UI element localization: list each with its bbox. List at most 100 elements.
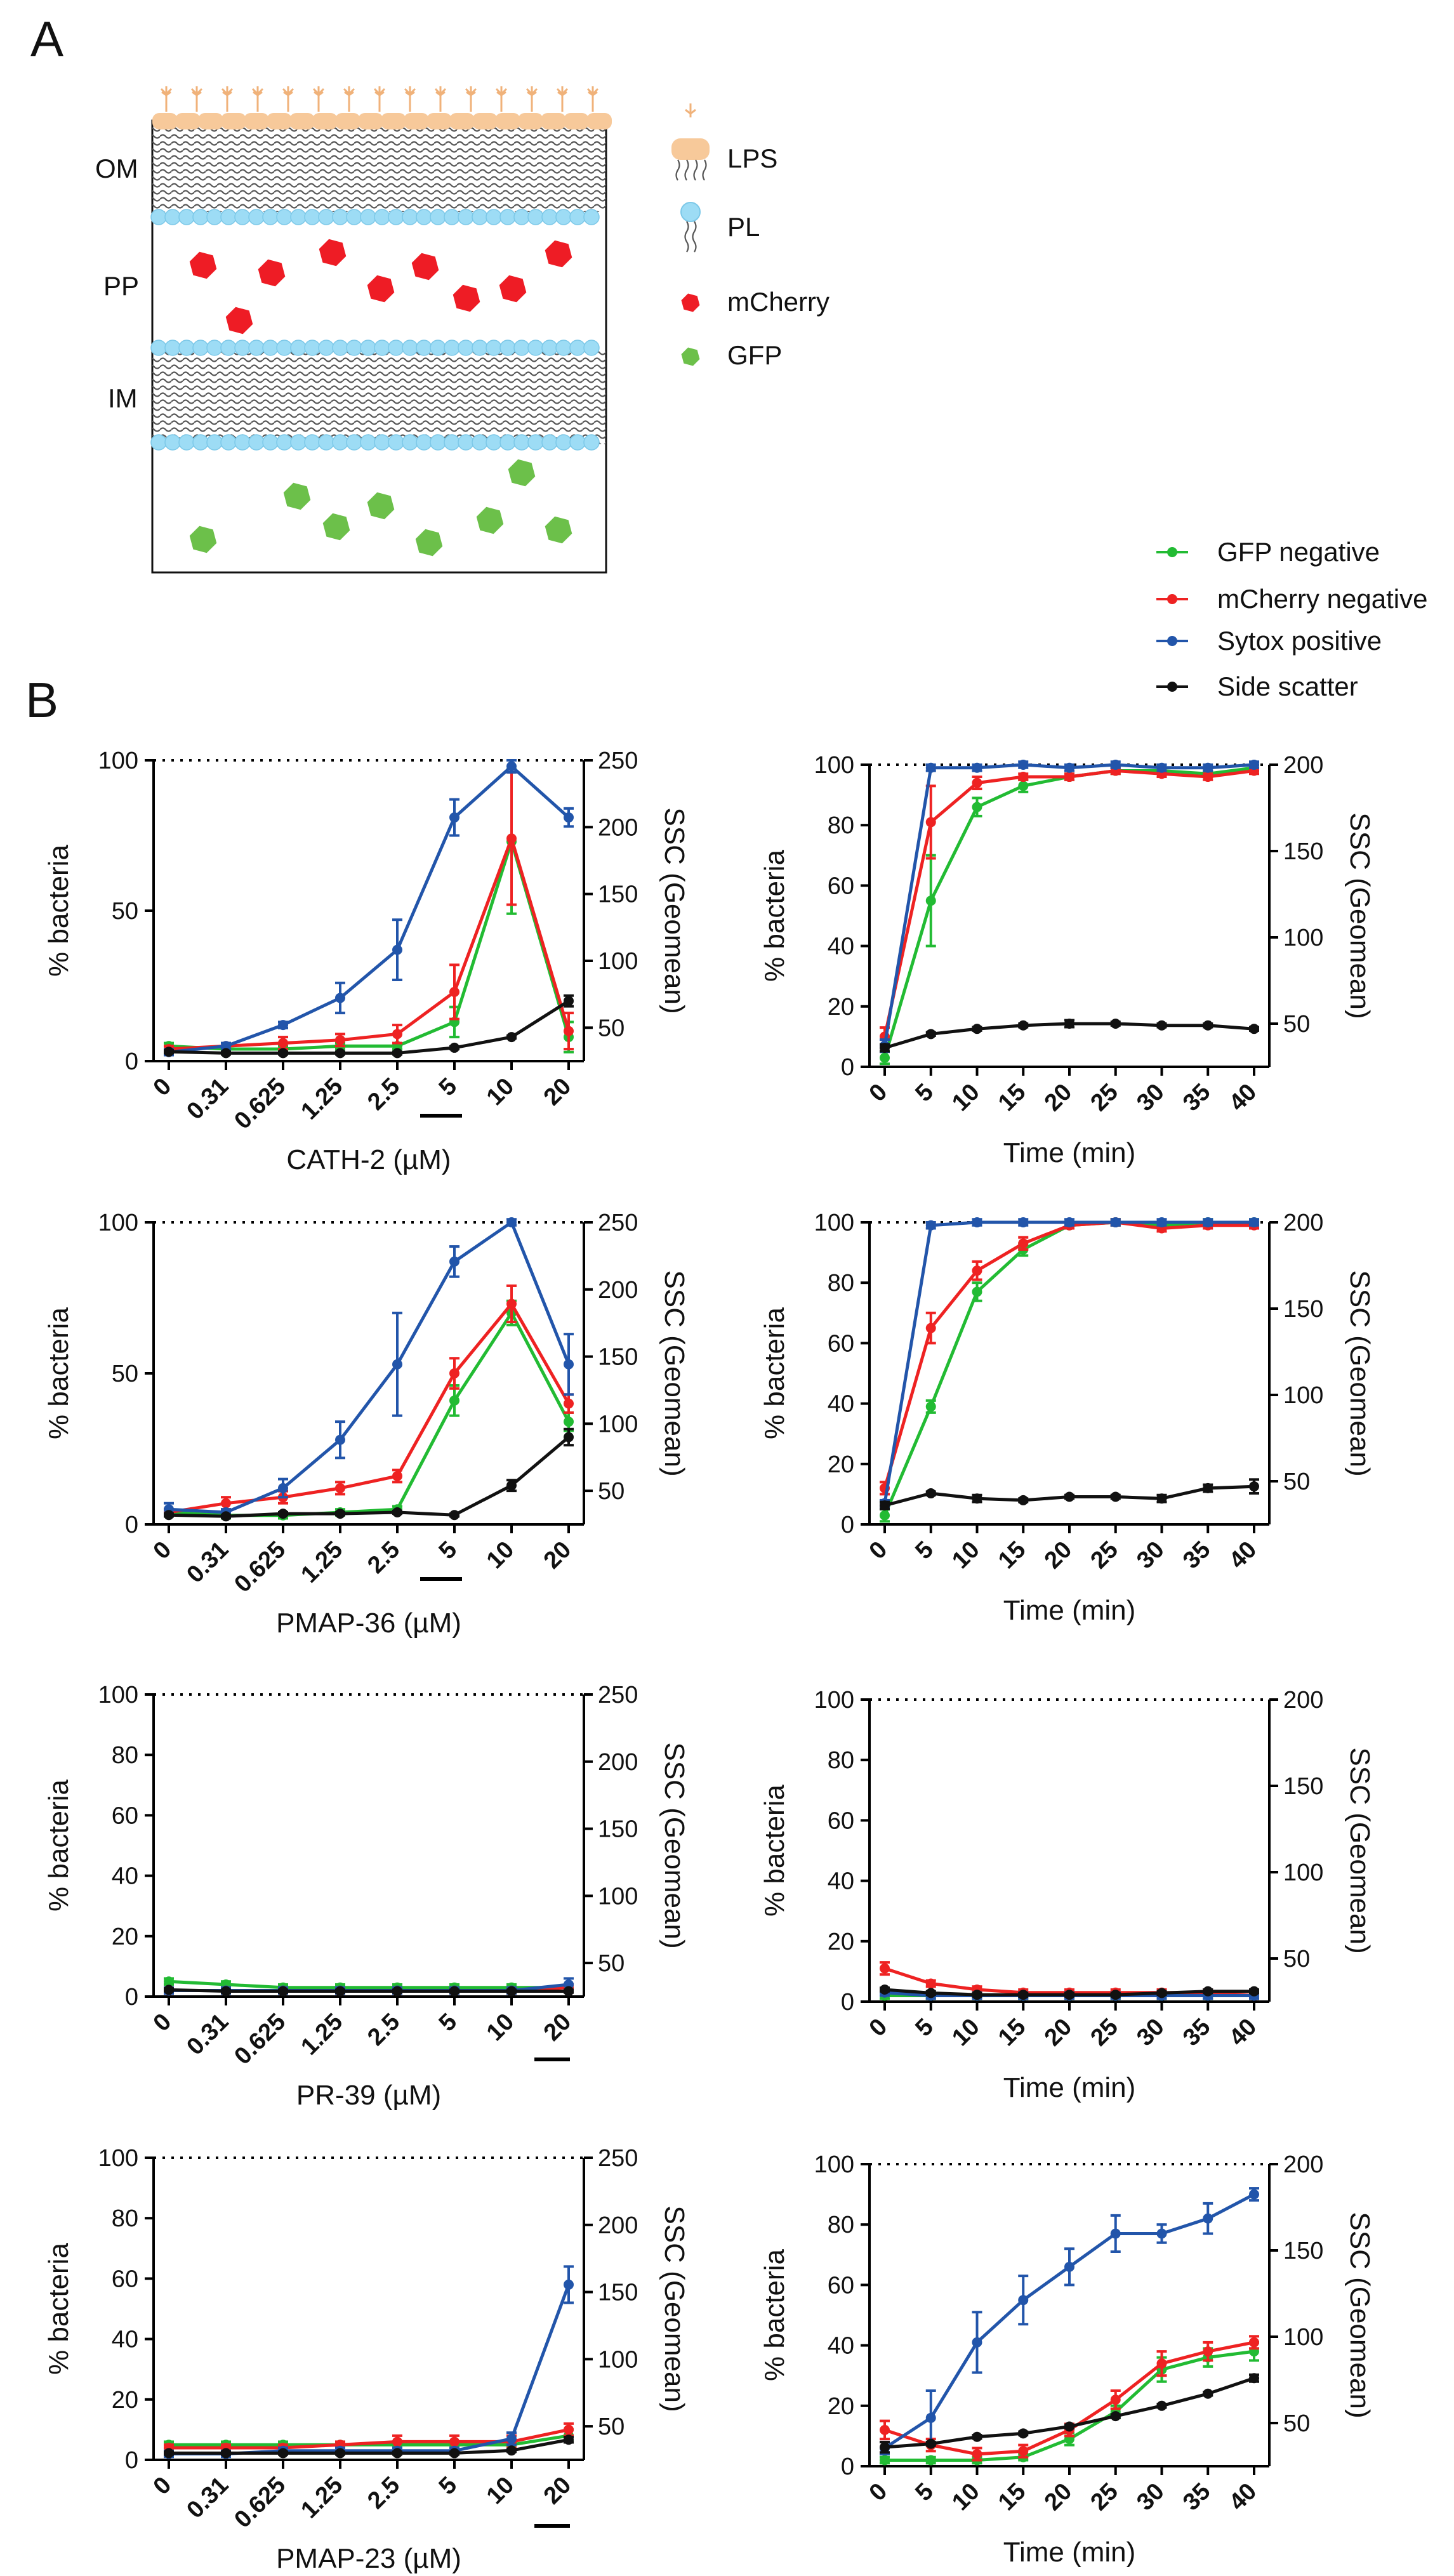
data-point <box>972 777 982 788</box>
gfp-hexagon-icon <box>322 513 350 541</box>
x-tick-label: 1.25 <box>296 2009 348 2061</box>
series-sytox-positive <box>164 2265 574 2459</box>
lps-head-icon <box>289 113 315 129</box>
data-point <box>880 1510 890 1521</box>
y2-tick-label: 100 <box>598 2346 638 2373</box>
y-tick-label: 0 <box>125 1984 138 2011</box>
phospholipid-head-icon <box>346 209 362 225</box>
x-tick-label: 0 <box>864 1079 893 1107</box>
data-point <box>1203 2388 1213 2399</box>
mcherry-hexagon-icon <box>189 251 217 279</box>
data-point <box>335 993 345 1003</box>
x-tick-label: 30 <box>1132 1536 1170 1575</box>
x-tick-label: 0.31 <box>182 2009 234 2061</box>
data-point <box>564 1432 574 1443</box>
x-tick-label: 15 <box>993 2478 1031 2516</box>
phospholipid-head-icon <box>164 209 181 225</box>
data-point <box>278 1483 288 1493</box>
x-tick-label: 2.5 <box>362 2009 405 2051</box>
phospholipid-head-icon <box>346 434 362 451</box>
y-tick-label: 20 <box>828 994 854 1020</box>
y2-tick-label: 200 <box>1283 752 1323 779</box>
x-tick-label: 0.625 <box>229 1536 291 1598</box>
lps-head-icon <box>312 113 338 129</box>
y2-tick-label: 200 <box>598 1277 638 1304</box>
phospholipid-head-icon <box>374 209 390 225</box>
data-point <box>925 895 936 906</box>
data-point <box>925 1978 936 1989</box>
data-point <box>392 2436 402 2447</box>
phospholipid-head-icon <box>234 209 251 225</box>
y2-tick-label: 200 <box>1283 1687 1323 1714</box>
y2-tick-label: 150 <box>598 1816 638 1843</box>
gfp-hexagon-icon <box>415 529 443 557</box>
x-axis-title: Time (min) <box>1003 2072 1136 2103</box>
data-point <box>1110 760 1121 770</box>
series-side-scatter <box>880 2373 1259 2454</box>
phospholipid-head-icon <box>416 434 432 451</box>
lps-chain-icon <box>525 86 538 112</box>
series-legend: GFP negative mCherry negative Sytox posi… <box>1156 537 1427 701</box>
data-point <box>1203 1217 1213 1227</box>
series-line <box>883 2193 1255 2450</box>
x-tick-label: 0 <box>149 2009 177 2037</box>
data-point <box>564 2279 574 2290</box>
phospholipid-head-icon <box>206 340 223 356</box>
data-point <box>1249 2337 1259 2348</box>
x-tick-label: 5 <box>434 2009 463 2037</box>
data-point <box>1018 1238 1029 1249</box>
y2-axis-title: SSC (Geomean) <box>1344 1747 1375 1953</box>
data-point <box>164 1510 174 1521</box>
phospholipid-head-icon <box>402 209 418 225</box>
data-point <box>564 1026 574 1036</box>
y2-tick-label: 100 <box>598 1883 638 1910</box>
series-side-scatter <box>880 1478 1259 1511</box>
x-tick-label: 40 <box>1224 2478 1262 2516</box>
phospholipid-head-icon <box>220 209 237 225</box>
data-point <box>564 812 574 823</box>
y2-tick-label: 250 <box>598 748 638 774</box>
phospholipid-head-icon <box>248 209 265 225</box>
data-point <box>880 1984 890 1995</box>
x-tick-label: 25 <box>1086 2014 1124 2052</box>
phospholipid-head-icon <box>430 340 446 356</box>
y2-tick-label: 200 <box>598 814 638 841</box>
data-point <box>335 1483 345 1493</box>
phospholipid-head-icon <box>192 434 209 451</box>
data-point <box>1018 772 1029 783</box>
y2-tick-label: 150 <box>1283 2238 1323 2264</box>
data-point <box>506 1032 517 1043</box>
mcherry-hexagon-icon <box>499 275 527 303</box>
phospholipid-head-icon <box>150 434 167 451</box>
data-point <box>1018 2295 1029 2306</box>
data-point <box>221 1511 231 1522</box>
x-tick-label: 30 <box>1132 1079 1170 1117</box>
y-tick-label: 0 <box>841 1512 854 1538</box>
data-point <box>880 2424 890 2435</box>
phospholipid-head-icon <box>276 340 293 356</box>
series-line <box>883 763 1255 1047</box>
phospholipid-head-icon <box>276 434 293 451</box>
data-point <box>1156 1217 1167 1227</box>
data-point <box>1203 1020 1213 1031</box>
phospholipid-head-icon <box>192 340 209 356</box>
data-point <box>925 1488 936 1499</box>
x-axis-title: PR-39 (µM) <box>296 2080 441 2111</box>
data-point <box>449 812 459 823</box>
y-tick-label: 60 <box>828 873 854 899</box>
y-axis-title: % bacteria <box>43 1780 74 1912</box>
y-tick-label: 100 <box>814 2151 854 2178</box>
phospholipid-head-icon <box>555 434 572 451</box>
data-point <box>1064 1990 1074 2000</box>
legend-entry-sytox-positive: Sytox positive <box>1156 626 1382 656</box>
phospholipid-head-icon <box>499 209 516 225</box>
y2-tick-label: 250 <box>598 2145 638 2172</box>
data-point <box>880 1052 890 1063</box>
data-point <box>1156 1493 1167 1504</box>
data-point <box>335 1048 345 1059</box>
data-point <box>1018 1217 1029 1227</box>
y-axis-title: % bacteria <box>43 1307 74 1439</box>
data-point <box>1110 1491 1121 1502</box>
legend-label-gfp-negative: GFP negative <box>1217 537 1380 567</box>
y2-tick-label: 200 <box>1283 2151 1323 2178</box>
